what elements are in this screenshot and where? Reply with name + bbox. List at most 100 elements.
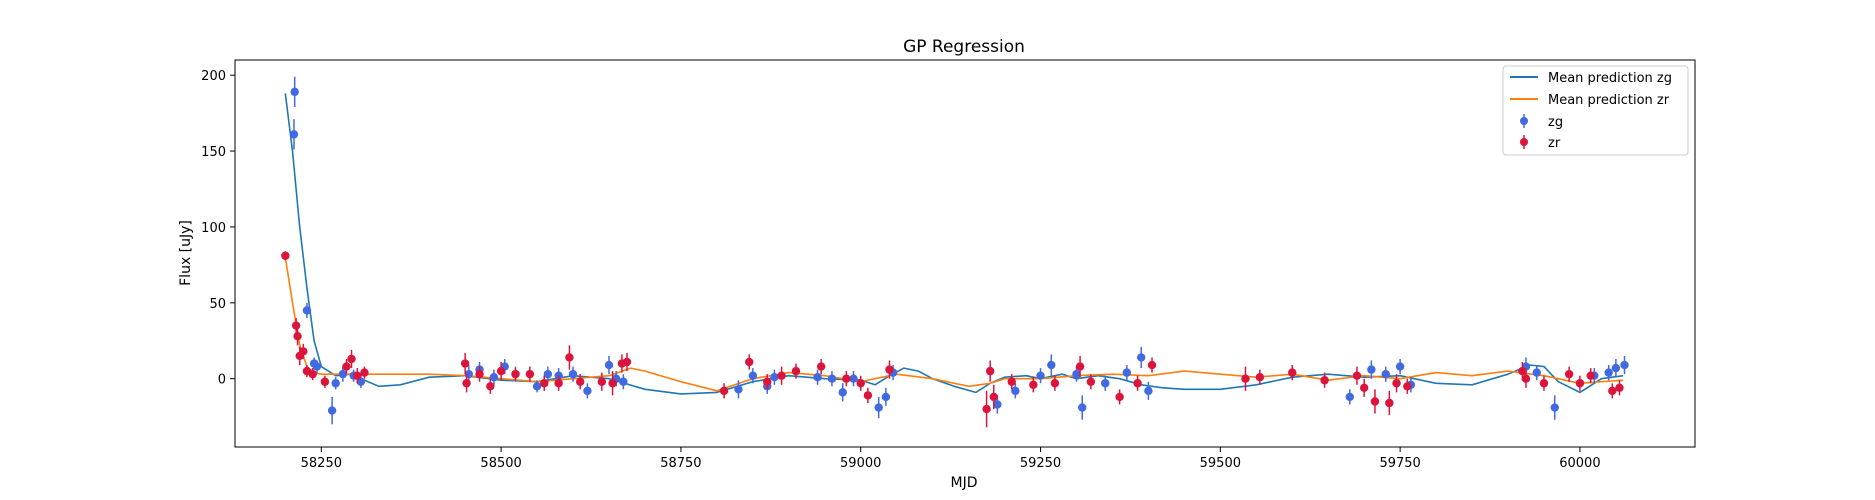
point-marker [576, 377, 585, 386]
point-marker [1288, 368, 1297, 377]
data-point-zr [1370, 389, 1380, 414]
point-marker [496, 366, 506, 376]
point-marker [1133, 379, 1142, 388]
point-marker [302, 306, 312, 315]
legend-label-zr: zr [1548, 136, 1561, 151]
data-point-zr [791, 363, 801, 379]
point-marker [1078, 403, 1087, 412]
data-point-zg [734, 380, 743, 399]
point-marker [1611, 363, 1621, 373]
point-marker [1395, 362, 1405, 371]
x-tick-label: 59500 [1200, 456, 1241, 471]
data-point-zr [863, 387, 873, 403]
legend-label-mean-zg: Mean prediction zg [1548, 71, 1672, 86]
data-point-zr [1564, 366, 1574, 382]
data-point-zr [622, 352, 632, 372]
data-point-zg [770, 369, 779, 385]
point-marker [293, 332, 302, 341]
data-point-zg [1078, 395, 1087, 420]
point-marker [622, 357, 632, 367]
data-point-zr [1255, 369, 1265, 385]
point-marker [813, 372, 822, 382]
point-marker [1144, 386, 1153, 396]
data-point-zr [1115, 389, 1124, 405]
data-point-zr [1029, 377, 1038, 393]
point-marker [1586, 371, 1595, 380]
x-tick-label: 58250 [301, 456, 342, 471]
point-marker [856, 379, 865, 388]
data-point-zr [475, 366, 484, 382]
data-point-zg [874, 396, 883, 419]
data-point-zr [1352, 366, 1362, 385]
point-marker [763, 377, 772, 386]
data-point-zr [347, 349, 356, 369]
data-point-zr [885, 360, 894, 379]
point-marker [993, 400, 1002, 409]
point-marker [312, 362, 322, 371]
point-marker [874, 403, 883, 412]
data-point-zg [1381, 366, 1390, 382]
point-marker [1050, 379, 1060, 388]
data-point-zr [1147, 357, 1157, 373]
point-marker [1604, 368, 1613, 377]
data-point-zr [856, 375, 865, 391]
y-tick-label: 150 [201, 145, 226, 160]
data-point-zr [1586, 368, 1595, 384]
data-point-zg [1611, 358, 1621, 378]
x-tick-label: 60000 [1559, 456, 1600, 471]
data-point-zr [597, 372, 606, 391]
point-marker [540, 379, 549, 388]
y-axis: 0 50 100 150 200 [201, 69, 235, 388]
data-point-zr [565, 345, 574, 370]
data-point-zg [1047, 354, 1056, 376]
point-marker [1352, 371, 1362, 380]
data-point-zr [777, 366, 786, 385]
point-marker [1147, 360, 1157, 370]
data-point-zr [982, 390, 991, 428]
point-marker [745, 357, 754, 367]
data-point-zg [331, 377, 340, 390]
point-marker [1392, 379, 1401, 388]
data-point-zr [842, 371, 851, 387]
point-marker [489, 372, 499, 382]
point-marker [1122, 368, 1132, 377]
point-marker [1029, 380, 1038, 389]
point-marker [719, 386, 729, 396]
point-marker [1036, 371, 1045, 380]
data-point-zg [1101, 375, 1110, 391]
point-marker [320, 377, 330, 386]
point-marker [342, 362, 351, 371]
data-point-zr [1050, 375, 1060, 391]
x-tick-label: 59750 [1379, 456, 1420, 471]
point-marker [1345, 392, 1354, 402]
point-marker [985, 366, 995, 376]
point-marker [1075, 362, 1085, 371]
x-axis: 58250 58500 58750 59000 59250 59500 59750 60000 [301, 447, 1601, 471]
point-marker [1101, 379, 1110, 388]
data-point-zr [1320, 372, 1329, 388]
point-marker [1532, 368, 1541, 377]
point-marker [568, 369, 578, 379]
point-marker [734, 385, 743, 394]
data-point-zg [543, 366, 553, 382]
point-marker [1620, 360, 1629, 370]
y-tick-label: 0 [218, 373, 226, 388]
point-marker [770, 372, 779, 382]
data-point-zr [763, 374, 772, 390]
point-marker [849, 374, 858, 383]
data-point-zr [1241, 366, 1250, 391]
point-marker [331, 379, 340, 388]
legend-box [1502, 65, 1689, 156]
data-point-zr [525, 366, 535, 382]
data-point-zr [1007, 374, 1016, 390]
data-point-zg [1604, 365, 1613, 381]
point-marker [289, 130, 299, 139]
point-marker [1539, 379, 1549, 388]
data-point-zr [816, 358, 826, 375]
point-marker [619, 377, 628, 386]
point-marker [1115, 392, 1124, 402]
mean-prediction-zg-line [284, 93, 1624, 395]
point-marker [525, 369, 535, 379]
point-marker [1367, 365, 1376, 374]
